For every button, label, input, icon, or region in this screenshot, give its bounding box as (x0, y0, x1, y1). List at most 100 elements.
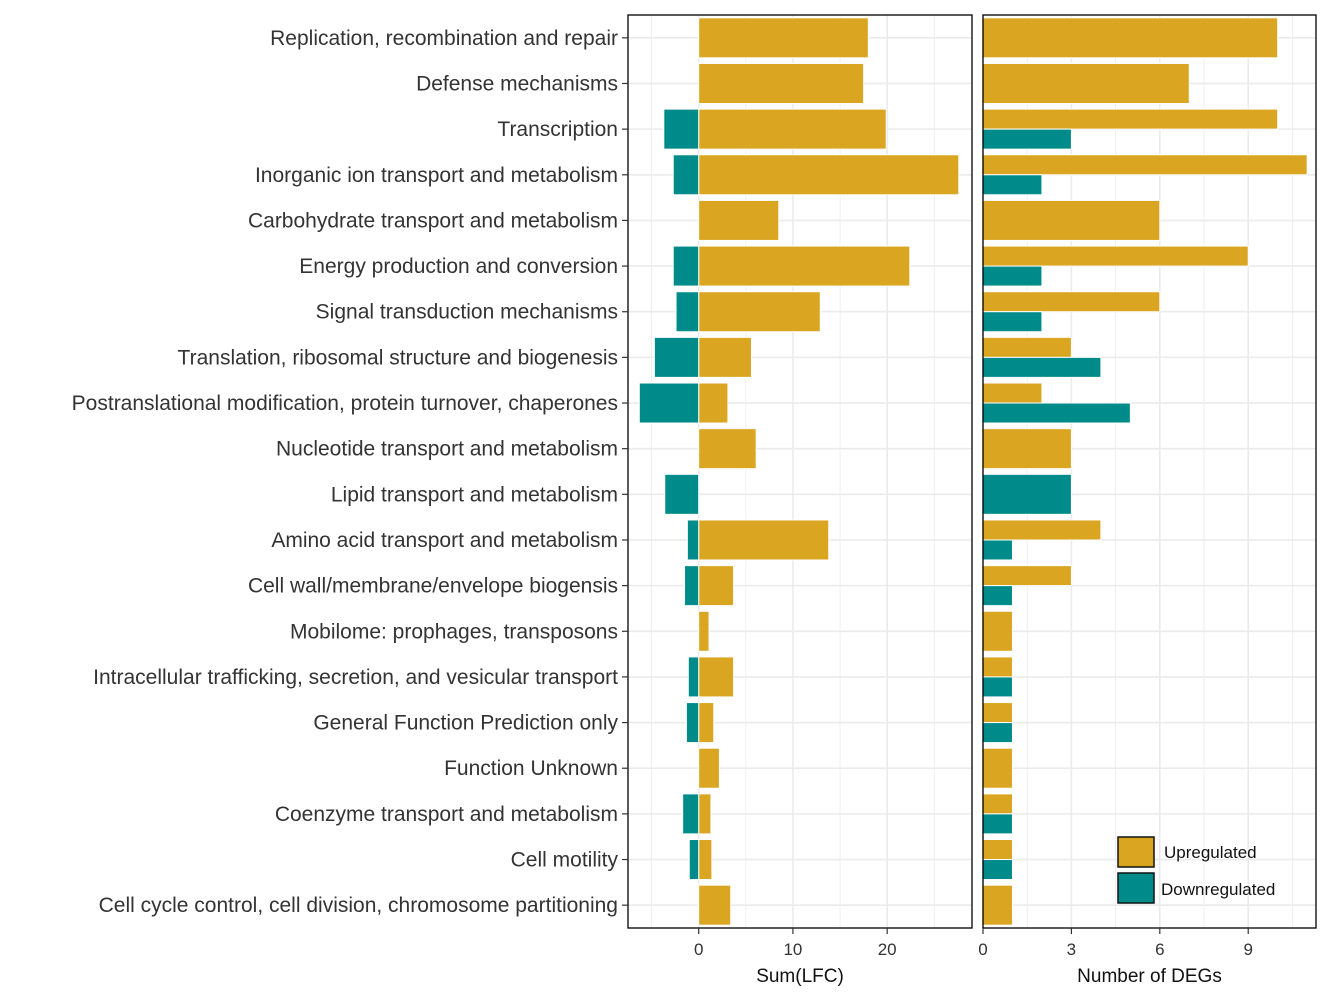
bar-upregulated-count (982, 519, 1102, 541)
bar-upregulated-lfc (698, 382, 729, 424)
sum-lfc-x-tick-label: 0 (694, 940, 703, 959)
category-label: Function Unknown (444, 757, 618, 780)
legend-swatch-downregulated (1117, 872, 1155, 904)
bar-downregulated-count (982, 676, 1013, 698)
category-label: Postranslational modification, protein t… (72, 392, 618, 415)
bar-downregulated-count (982, 311, 1043, 333)
deg-count-panel: 0 3 6 9 Number of DEGs (978, 14, 1317, 987)
bar-downregulated-lfc (688, 839, 700, 881)
bar-upregulated-lfc (698, 108, 887, 150)
bar-upregulated-lfc (698, 428, 757, 470)
bar-upregulated-count (982, 199, 1161, 241)
category-label: Defense mechanisms (416, 72, 618, 95)
bar-downregulated-lfc (664, 473, 700, 515)
legend: Upregulated Downregulated (1117, 836, 1275, 904)
bar-downregulated-count (982, 174, 1043, 196)
bar-upregulated-count (982, 610, 1013, 652)
bar-upregulated-lfc (698, 884, 732, 926)
bar-upregulated-count (982, 245, 1249, 267)
category-label: Signal transduction mechanisms (316, 301, 618, 324)
category-label: Nucleotide transport and metabolism (276, 438, 618, 461)
sum-lfc-panel-bg (628, 15, 972, 928)
category-label: Cell motility (511, 849, 619, 872)
sum-lfc-x-tick-label: 20 (878, 940, 897, 959)
bar-upregulated-count (982, 428, 1072, 470)
bar-upregulated-lfc (698, 17, 869, 59)
category-label: Amino acid transport and metabolism (271, 529, 618, 552)
bar-downregulated-lfc (638, 382, 700, 424)
legend-label-downregulated: Downregulated (1161, 880, 1275, 899)
bar-downregulated-lfc (663, 108, 700, 150)
deg-count-panel-border (982, 14, 1317, 929)
category-label: Mobilome: prophages, transposons (290, 620, 618, 643)
bar-upregulated-count (982, 884, 1013, 926)
category-label: Energy production and conversion (299, 255, 618, 278)
bar-downregulated-lfc (682, 793, 700, 835)
bar-upregulated-count (982, 702, 1013, 724)
bar-upregulated-count (982, 62, 1190, 104)
bar-downregulated-lfc (653, 336, 700, 378)
bar-downregulated-count (982, 539, 1013, 561)
bar-downregulated-count (982, 722, 1013, 744)
bar-upregulated-count (982, 747, 1013, 789)
bar-upregulated-count (982, 17, 1279, 59)
bar-upregulated-lfc (698, 656, 735, 698)
category-label: General Function Prediction only (313, 712, 618, 735)
category-label: Replication, recombination and repair (270, 27, 618, 50)
bar-downregulated-count (982, 356, 1102, 378)
bar-upregulated-lfc (698, 199, 780, 241)
bar-downregulated-lfc (672, 245, 700, 287)
category-label: Coenzyme transport and metabolism (275, 803, 618, 826)
bar-upregulated-lfc (698, 702, 715, 744)
bar-upregulated-lfc (698, 291, 821, 333)
bar-downregulated-count (982, 473, 1072, 515)
category-label: Translation, ribosomal structure and bio… (178, 346, 618, 369)
bar-downregulated-lfc (685, 702, 700, 744)
deg-count-x-tick-label: 3 (1067, 940, 1076, 959)
bar-upregulated-lfc (698, 245, 911, 287)
sum-lfc-panel: 0 10 20 Sum(LFC) (627, 14, 973, 987)
bar-upregulated-count (982, 839, 1013, 861)
sum-lfc-x-tick-label: 10 (783, 940, 802, 959)
bar-upregulated-count (982, 108, 1279, 130)
bar-downregulated-count (982, 265, 1043, 287)
bar-downregulated-lfc (672, 154, 700, 196)
bar-downregulated-lfc (687, 656, 700, 698)
bar-upregulated-count (982, 565, 1072, 587)
category-label: Intracellular trafficking, secretion, an… (93, 666, 618, 689)
category-label: Cell wall/membrane/envelope biogensis (248, 575, 618, 598)
bar-upregulated-lfc (698, 839, 713, 881)
bar-upregulated-lfc (698, 565, 735, 607)
bar-downregulated-count (982, 402, 1131, 424)
bar-upregulated-lfc (698, 519, 830, 561)
bar-upregulated-count (982, 154, 1308, 176)
bar-upregulated-lfc (698, 336, 752, 378)
legend-label-upregulated: Upregulated (1164, 843, 1257, 862)
bar-upregulated-lfc (698, 747, 720, 789)
category-label: Inorganic ion transport and metabolism (255, 164, 618, 187)
bar-upregulated-lfc (698, 62, 865, 104)
bar-downregulated-lfc (686, 519, 700, 561)
bar-upregulated-count (982, 656, 1013, 678)
bar-downregulated-count (982, 128, 1072, 150)
category-label: Cell cycle control, cell division, chrom… (99, 894, 618, 917)
bar-downregulated-lfc (684, 565, 700, 607)
deg-count-x-tick-label: 0 (978, 940, 987, 959)
bar-upregulated-count (982, 793, 1013, 815)
deg-count-x-tick-label: 9 (1243, 940, 1252, 959)
bar-downregulated-count (982, 585, 1013, 607)
bar-upregulated-count (982, 336, 1072, 358)
deg-count-x-axis-title: Number of DEGs (1077, 966, 1222, 987)
bar-upregulated-count (982, 382, 1043, 404)
bar-downregulated-lfc (675, 291, 700, 333)
bar-upregulated-lfc (698, 793, 712, 835)
bar-upregulated-count (982, 291, 1161, 313)
category-label: Transcription (497, 118, 618, 141)
category-label: Carbohydrate transport and metabolism (248, 209, 618, 232)
legend-swatch-upregulated (1117, 836, 1155, 868)
deg-count-x-tick-label: 6 (1155, 940, 1164, 959)
category-axis: Replication, recombination and repair Def… (72, 27, 628, 917)
category-label: Lipid transport and metabolism (331, 483, 618, 506)
sum-lfc-x-axis-title: Sum(LFC) (756, 966, 844, 987)
